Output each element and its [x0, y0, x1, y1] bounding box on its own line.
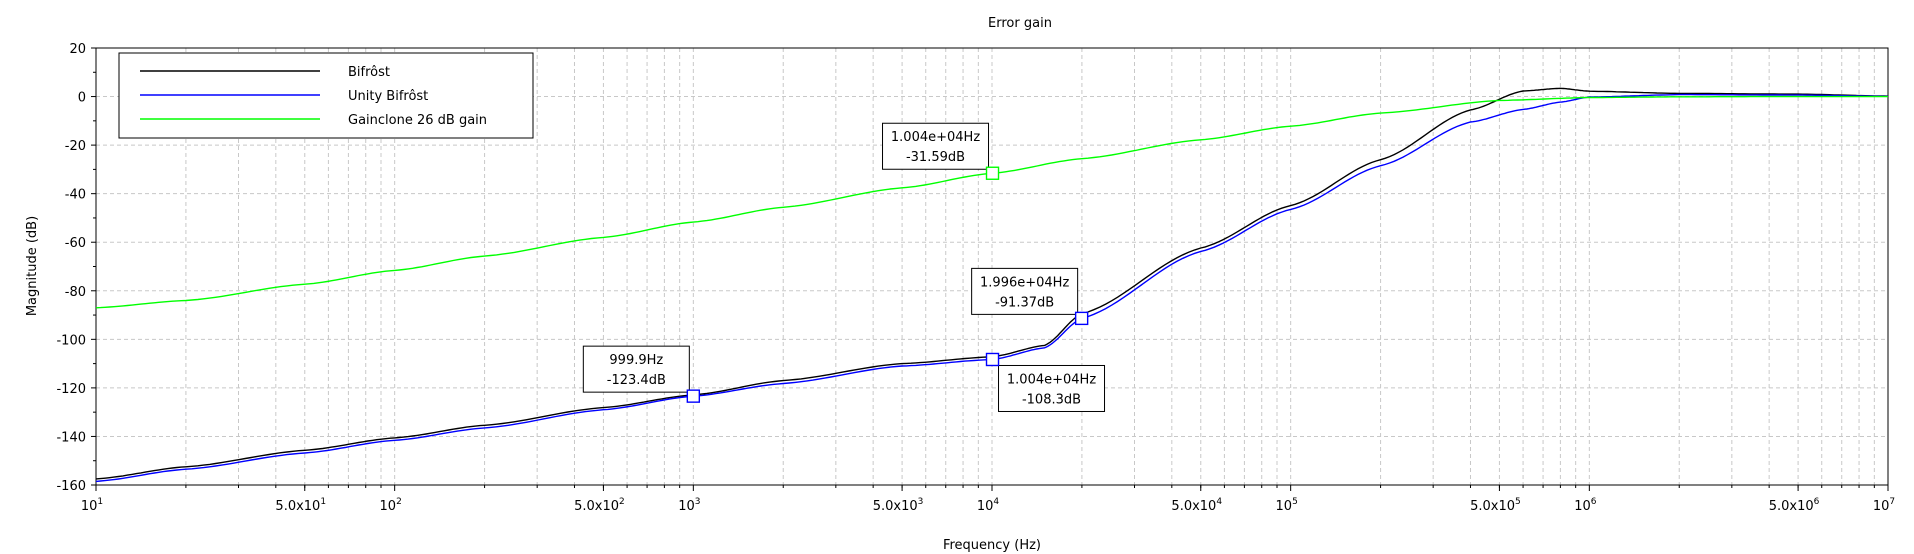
datatip-magnitude: -91.37dB: [995, 295, 1054, 310]
y-tick-label: -120: [56, 382, 86, 397]
y-tick-label: -60: [65, 236, 86, 251]
datatip-marker[interactable]: [985, 166, 1000, 180]
series-line-0: [95, 87, 1889, 480]
datatip-magnitude: -31.59dB: [906, 150, 965, 165]
legend: Bifrôst Unity Bifrôst Gainclone 26 dB gain: [118, 52, 534, 139]
annotations: 999.9Hz -123.4dB 1.004e+04Hz -31.59dB 1.996e…: [582, 122, 1106, 412]
x-tick-label: 5.0x103: [873, 497, 924, 514]
datatip-box: [882, 122, 990, 170]
series-line-1: [95, 93, 1888, 483]
datatip-marker[interactable]: [985, 352, 1000, 367]
y-axis: 20 0 -20 -40 -60 -80 -100 -120 -140 -160: [56, 42, 96, 494]
datatip-marker[interactable]: [686, 389, 701, 403]
datatip-box: [998, 364, 1106, 412]
x-tick-label: 5.0x104: [1171, 497, 1222, 514]
chart-title: Error gain: [988, 16, 1052, 31]
legend-label: Gainclone 26 dB gain: [348, 113, 487, 128]
y-tick-label: 20: [69, 42, 86, 57]
y-tick-label: 0: [78, 91, 86, 106]
datatip-box: [582, 345, 690, 393]
datatip-frequency: 999.9Hz: [609, 353, 663, 368]
y-tick-label: -20: [65, 139, 86, 154]
datatip-box: [971, 267, 1079, 315]
legend-label: Unity Bifrôst: [348, 89, 428, 104]
x-tick-label: 102: [380, 497, 402, 514]
datatip-frequency: 1.004e+04Hz: [891, 130, 980, 145]
datatip-frequency: 1.996e+04Hz: [980, 275, 1069, 290]
x-axis: 101 5.0x101 102 5.0x102 103 5.0x103 104 5.0x104…: [81, 485, 1895, 514]
datatip-marker[interactable]: [1074, 311, 1089, 326]
x-tick-label: 103: [678, 497, 700, 514]
y-tick-label: -40: [65, 188, 86, 203]
legend-label: Bifrôst: [348, 65, 390, 80]
x-tick-label: 101: [81, 497, 103, 514]
y-tick-label: -140: [56, 430, 86, 445]
x-tick-label: 5.0x105: [1470, 497, 1521, 514]
x-tick-label: 107: [1873, 497, 1895, 514]
datatip-frequency: 1.004e+04Hz: [1007, 372, 1096, 387]
datatip-magnitude: -123.4dB: [607, 373, 666, 388]
x-tick-label: 5.0x101: [275, 497, 326, 514]
x-tick-label: 5.0x102: [574, 497, 625, 514]
x-tick-label: 106: [1574, 497, 1597, 514]
y-axis-label: Magnitude (dB): [25, 216, 40, 316]
x-tick-label: 105: [1276, 497, 1298, 514]
y-tick-label: -100: [56, 333, 86, 348]
datatip-magnitude: -108.3dB: [1022, 392, 1081, 407]
x-tick-label: 104: [977, 497, 1000, 514]
x-tick-label: 5.0x106: [1769, 497, 1820, 514]
x-axis-label: Frequency (Hz): [943, 538, 1041, 553]
y-tick-label: -160: [56, 479, 86, 494]
y-tick-label: -80: [65, 285, 86, 300]
